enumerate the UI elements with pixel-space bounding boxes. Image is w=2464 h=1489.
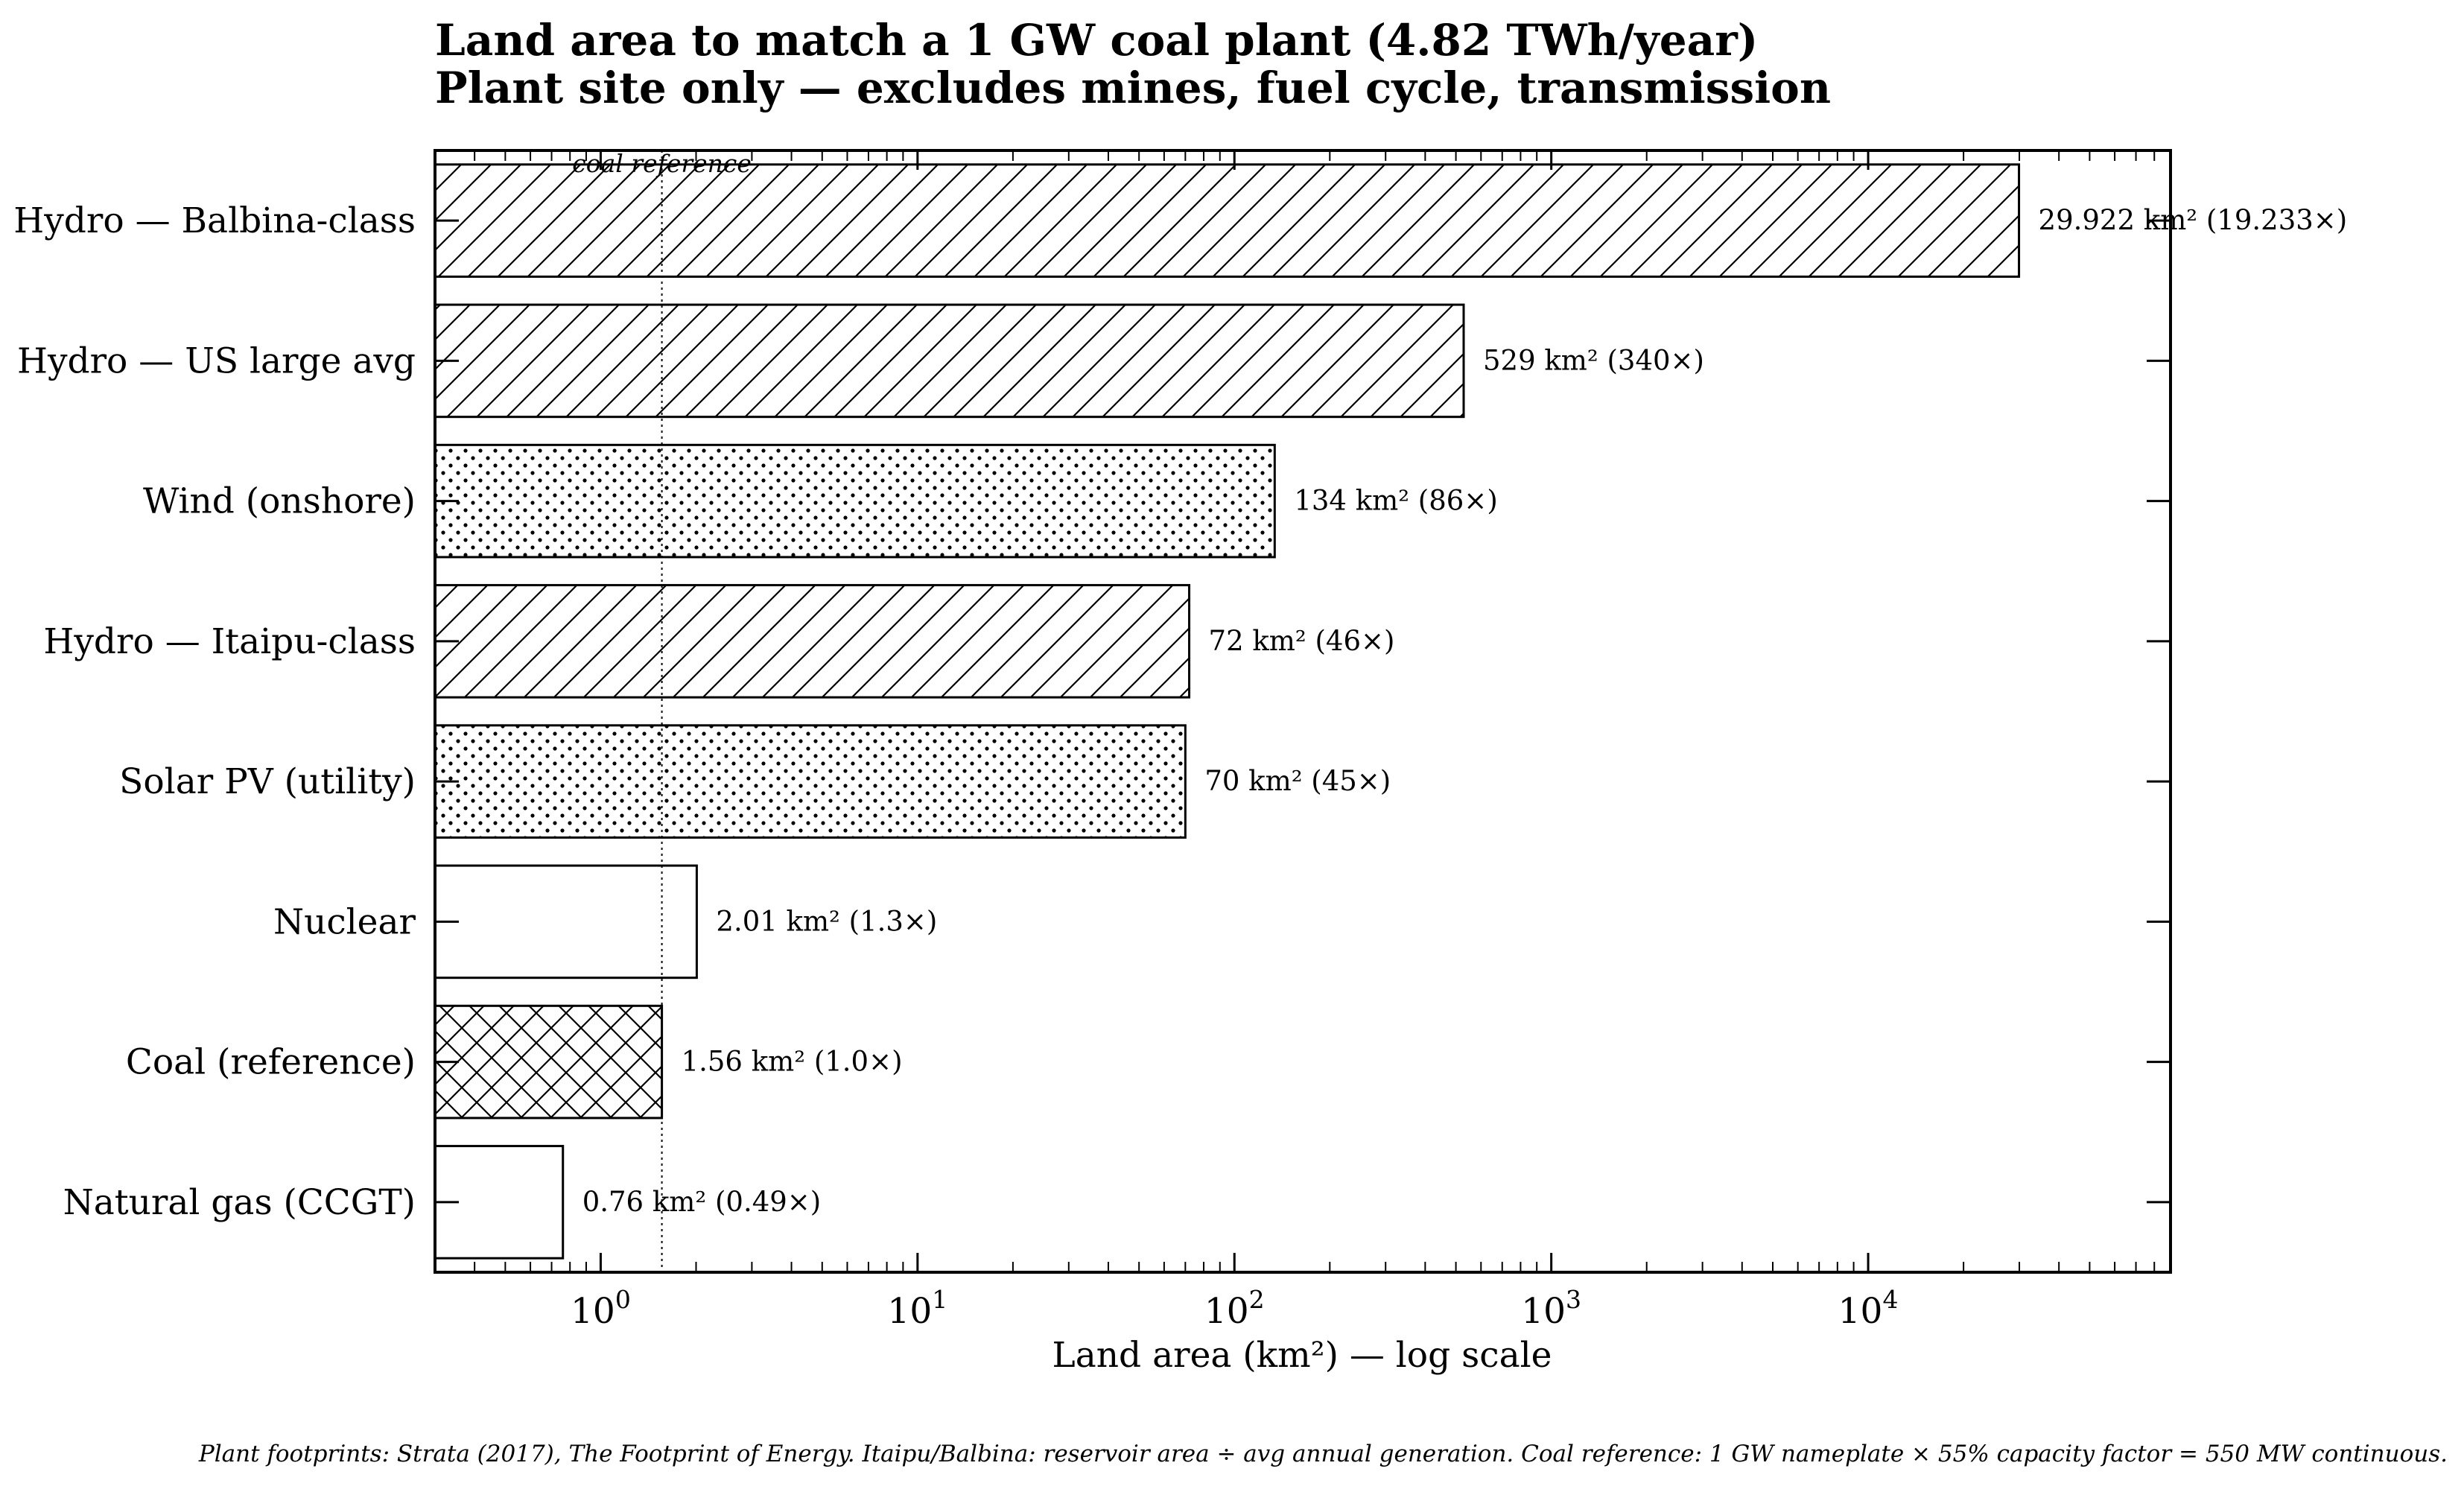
x-tick-base: 10: [1204, 1291, 1249, 1332]
x-tick-exponent: 2: [1249, 1285, 1265, 1314]
bar-bg-nuclear: [435, 866, 697, 978]
chart-subtitle: Plant site only — excludes mines, fuel c…: [435, 63, 1831, 113]
x-tick-exponent: 1: [932, 1285, 947, 1314]
x-tick-base: 10: [1838, 1291, 1883, 1332]
data-label-natural-gas-ccgt: 0.76 km² (0.49×): [582, 1186, 822, 1218]
coal-reference-label: coal reference: [572, 149, 752, 178]
bars-group: 29.922 km² (19.233×) 529 km² (340×) 134 km…: [434, 163, 2348, 1260]
x-axis-label: Land area (km²) — log scale: [1052, 1335, 1552, 1376]
x-tick-exponent: 3: [1566, 1285, 1581, 1314]
x-tick-label: 103: [1521, 1285, 1581, 1332]
bar-hydro-balbina-class: [434, 163, 2021, 278]
x-tick-label: 102: [1204, 1285, 1265, 1332]
bar-coal-reference: [434, 1004, 664, 1120]
data-label-hydro-us-large-avg: 529 km² (340×): [1483, 344, 1704, 376]
x-tick-exponent: 4: [1882, 1285, 1898, 1314]
x-tick-base: 10: [571, 1291, 615, 1332]
bar-hydro-us-large-avg: [434, 303, 1465, 419]
chart-title: Land area to match a 1 GW coal plant (4.…: [435, 15, 1758, 66]
x-tick-base: 10: [1521, 1291, 1566, 1332]
category-label-solar-pv-utility: Solar PV (utility): [119, 761, 416, 802]
x-ticks-group: 100 101 102 103 104: [434, 150, 2171, 1332]
data-label-hydro-itaipu-class: 72 km² (46×): [1209, 625, 1395, 657]
x-tick-label: 100: [571, 1285, 631, 1332]
plot-frame: [434, 149, 2172, 1274]
data-label-nuclear: 2.01 km² (1.3×): [716, 905, 937, 937]
source-caption: Plant footprints: Strata (2017), The Foo…: [198, 1441, 2448, 1467]
category-label-coal-reference: Coal (reference): [126, 1042, 416, 1083]
category-label-wind-onshore: Wind (onshore): [143, 481, 416, 522]
category-label-hydro-itaipu-class: Hydro — Itaipu-class: [43, 621, 416, 662]
bar-solar-pv-utility: [434, 724, 1187, 839]
data-label-solar-pv-utility: 70 km² (45×): [1204, 765, 1391, 797]
data-label-coal-reference: 1.56 km² (1.0×): [682, 1046, 903, 1078]
x-tick-base: 10: [887, 1291, 932, 1332]
x-tick-exponent: 0: [615, 1285, 631, 1314]
category-label-hydro-balbina-class: Hydro — Balbina-class: [13, 200, 416, 241]
bar-wind-onshore: [434, 443, 1276, 559]
data-label-hydro-balbina-class: 29.922 km² (19.233×): [2039, 204, 2348, 236]
category-label-natural-gas-ccgt: Natural gas (CCGT): [63, 1182, 416, 1223]
data-label-wind-onshore: 134 km² (86×): [1294, 485, 1497, 517]
category-labels-group: Hydro — Balbina-class Hydro — US large av…: [13, 200, 2171, 1223]
category-label-nuclear: Nuclear: [273, 901, 416, 942]
category-label-hydro-us-large-avg: Hydro — US large avg: [17, 340, 416, 381]
bar-hydro-itaipu-class: [434, 584, 1191, 699]
x-tick-label: 101: [887, 1285, 947, 1332]
x-tick-label: 104: [1838, 1285, 1899, 1332]
